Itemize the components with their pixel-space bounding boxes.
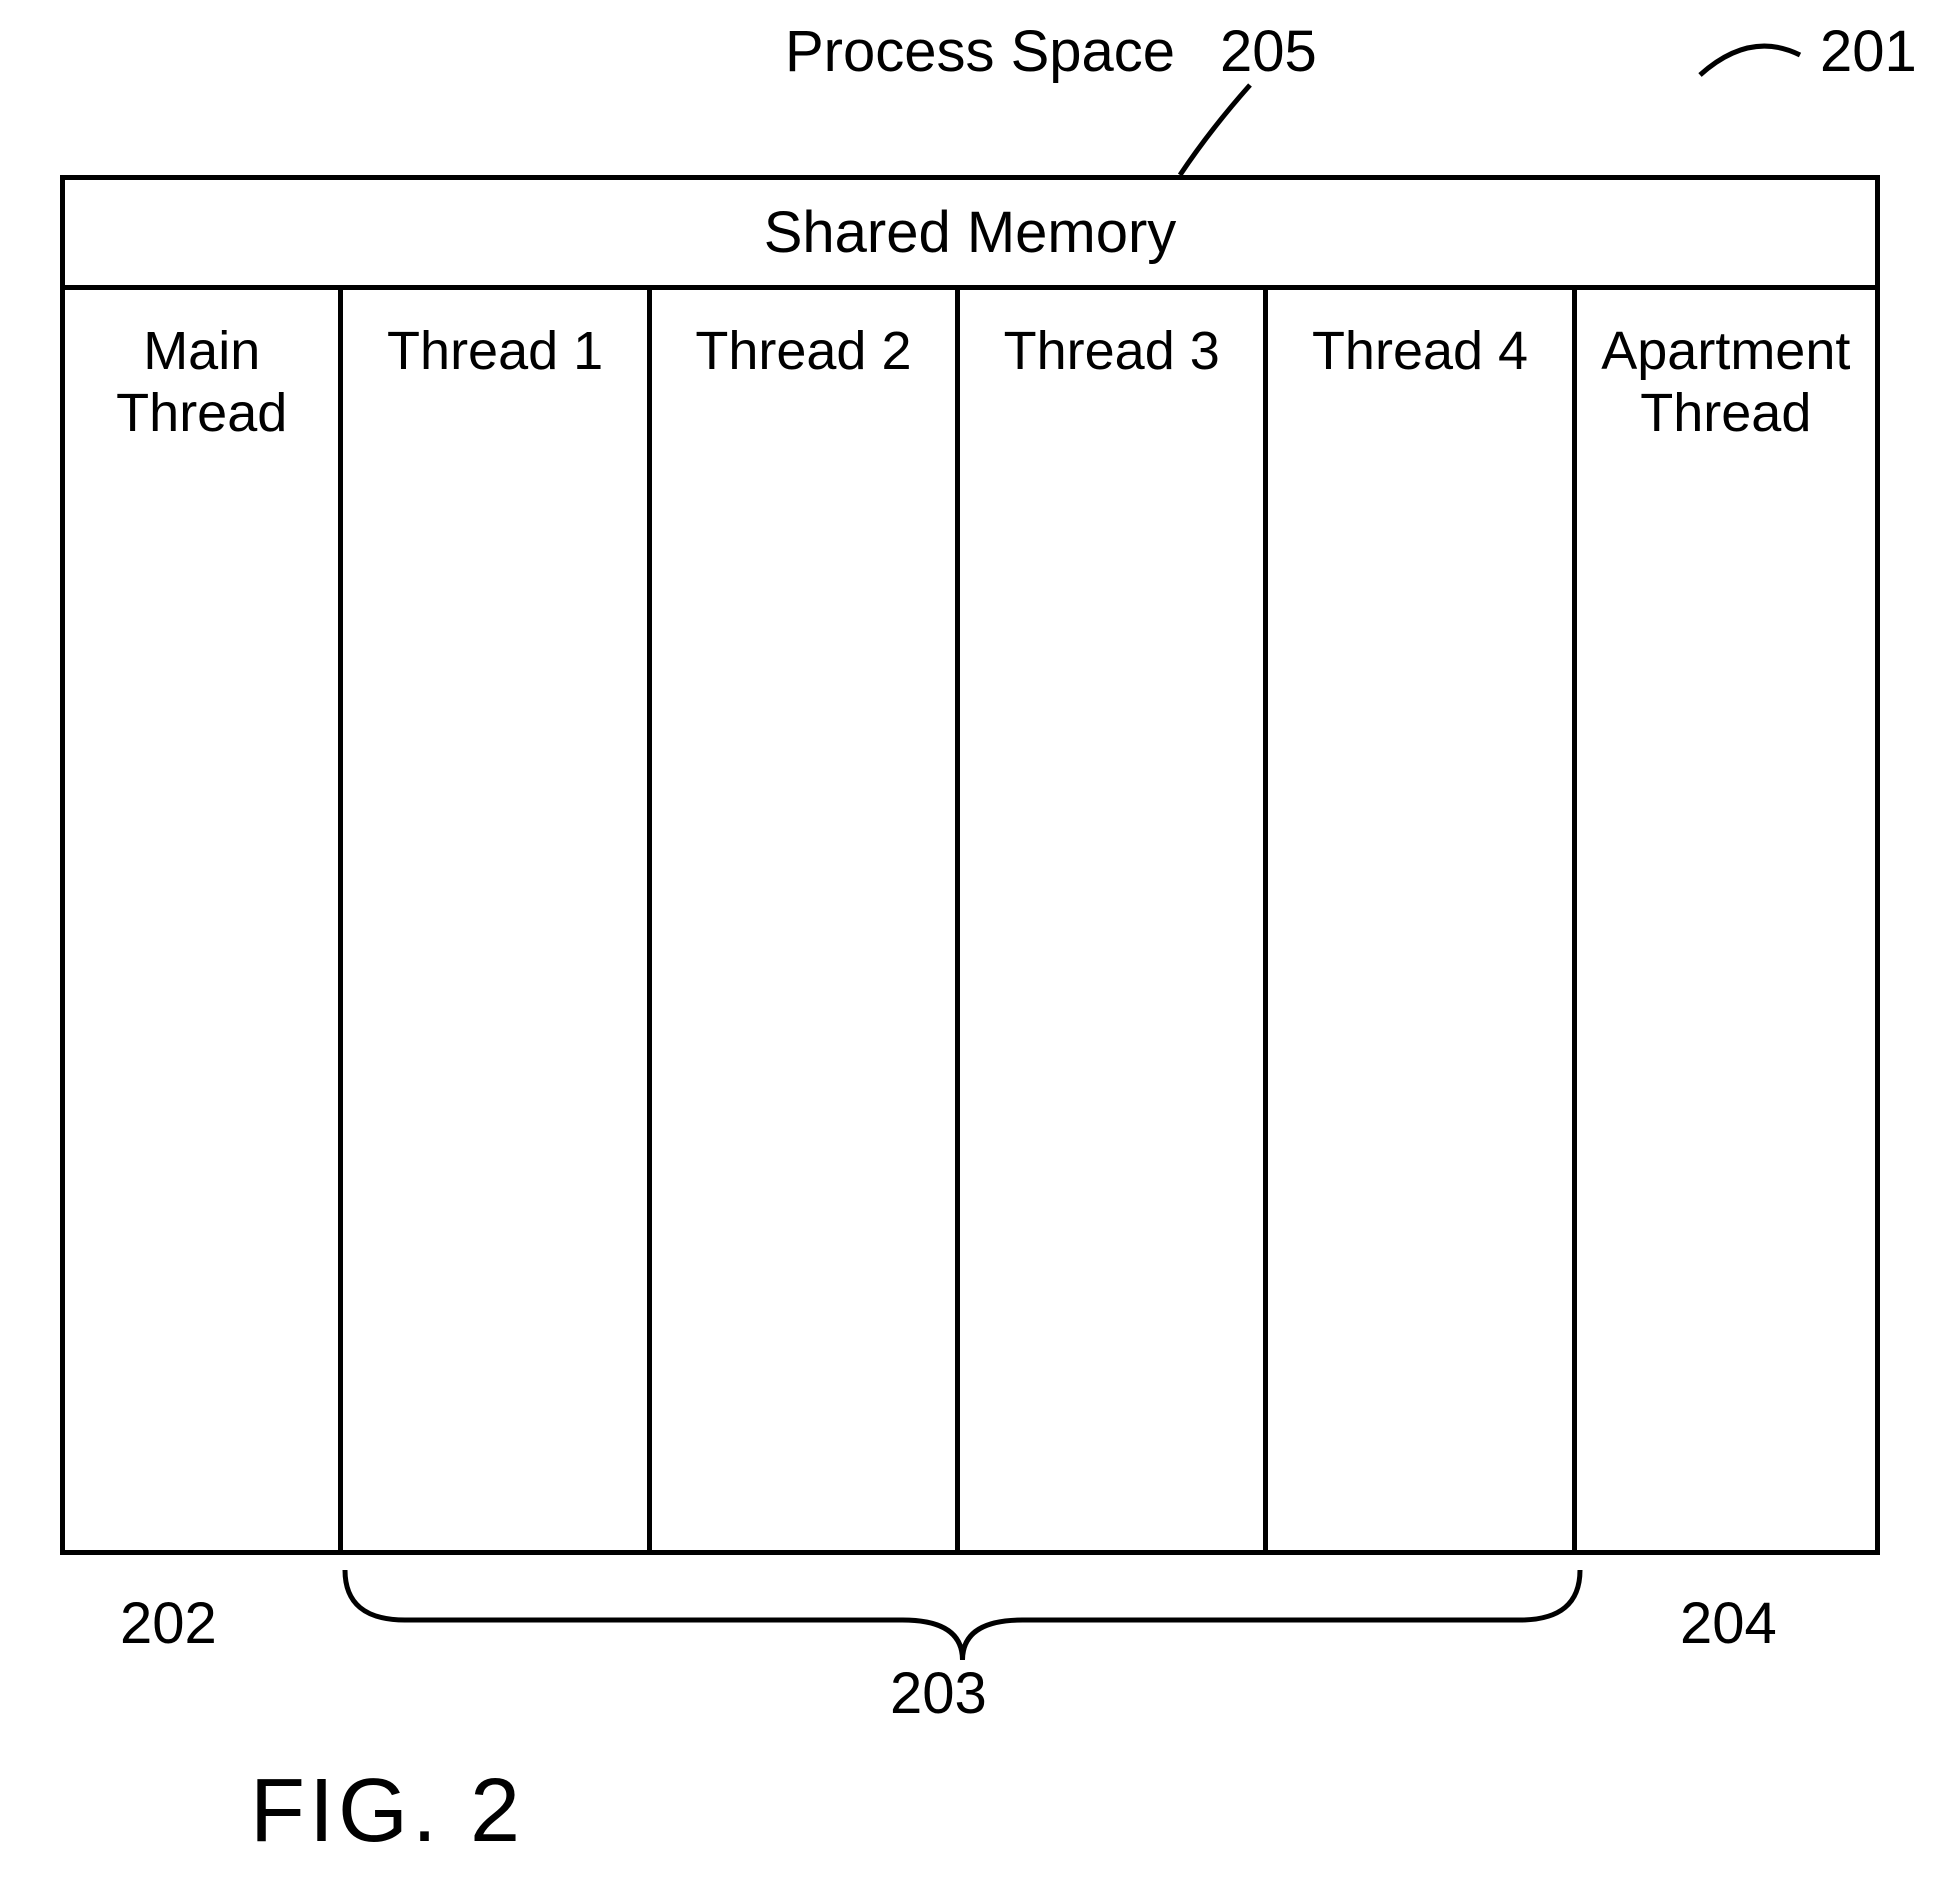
thread-column-label: Main — [65, 320, 338, 382]
thread-column-label: Thread — [1577, 382, 1875, 444]
thread-column-label: Apartment — [1577, 320, 1875, 382]
shared-memory-label: Shared Memory — [764, 199, 1177, 266]
thread-column: Thread 1 — [343, 290, 651, 1550]
callout-201-label: 201 — [1820, 18, 1917, 85]
process-space-box: Shared Memory MainThreadThread 1Thread 2… — [60, 175, 1880, 1555]
brace-203 — [345, 1570, 1580, 1660]
callout-205-leader — [1180, 85, 1250, 175]
thread-column: MainThread — [65, 290, 343, 1550]
thread-column-label: Thread 2 — [652, 320, 955, 382]
thread-columns: MainThreadThread 1Thread 2Thread 3Thread… — [65, 290, 1875, 1550]
callout-201-leader — [1700, 46, 1800, 75]
thread-column-label: Thread — [65, 382, 338, 444]
diagram-canvas: Process Space 205 201 Shared Memory Main… — [0, 0, 1939, 1884]
thread-column: Thread 4 — [1268, 290, 1576, 1550]
thread-column: ApartmentThread — [1577, 290, 1875, 1550]
thread-column: Thread 2 — [652, 290, 960, 1550]
figure-label: FIG. 2 — [250, 1760, 524, 1863]
shared-memory-row: Shared Memory — [65, 180, 1875, 290]
ref-202: 202 — [120, 1590, 217, 1657]
thread-column-label: Thread 4 — [1268, 320, 1571, 382]
thread-column-label: Thread 3 — [960, 320, 1263, 382]
thread-column-label: Thread 1 — [343, 320, 646, 382]
ref-203: 203 — [890, 1660, 987, 1727]
diagram-title: Process Space — [770, 18, 1190, 85]
ref-204: 204 — [1680, 1590, 1777, 1657]
thread-column: Thread 3 — [960, 290, 1268, 1550]
callout-205-label: 205 — [1220, 18, 1317, 85]
